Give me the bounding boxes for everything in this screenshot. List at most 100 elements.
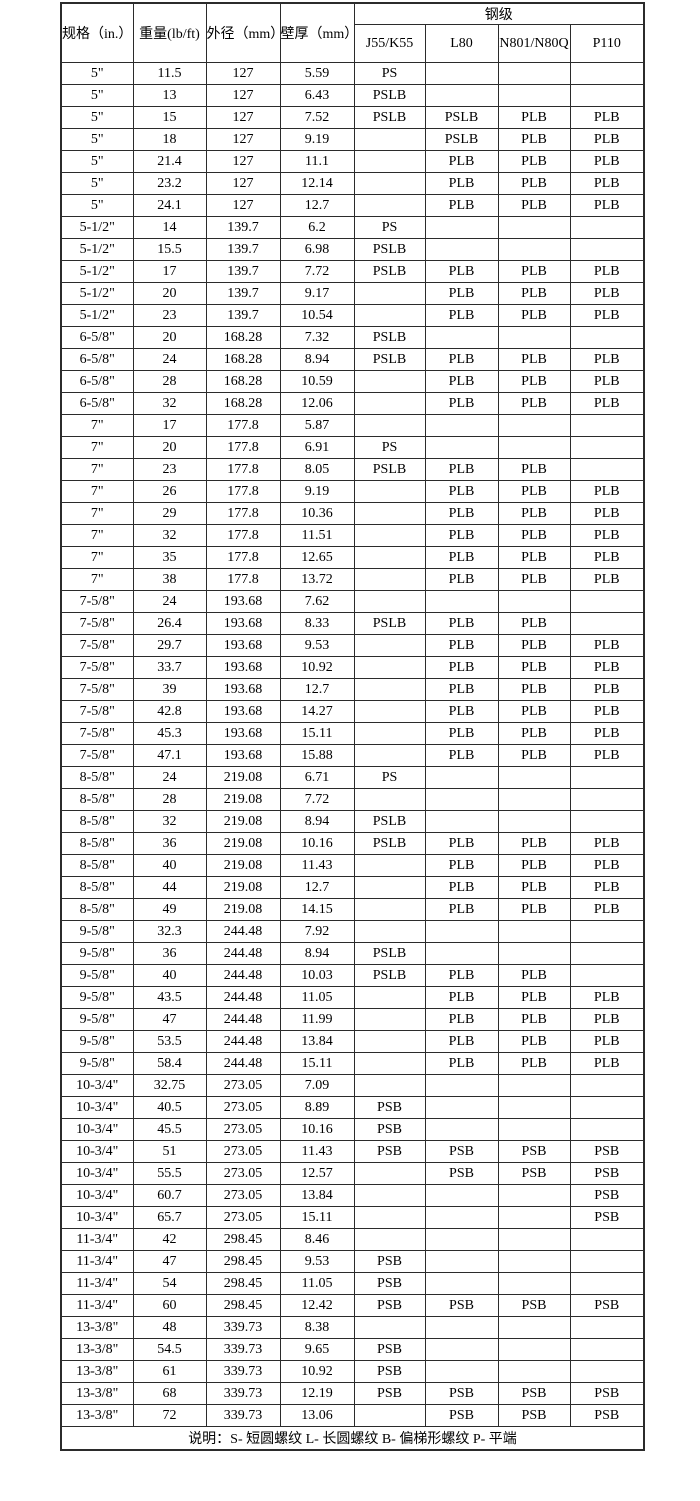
cell-spec: 7-5/8": [60, 722, 134, 745]
cell-wall: 12.7: [279, 678, 355, 701]
table-row: 7" 20 177.8 6.91 PS: [60, 436, 645, 459]
cell-grade-l80: PLB: [424, 370, 499, 393]
cell-grade-l80: PSB: [424, 1382, 499, 1405]
cell-weight: 15.5: [132, 238, 207, 261]
cell-grade-n80: PLB: [497, 370, 571, 393]
cell-wall: 15.11: [279, 1206, 355, 1229]
cell-grade-p110: PLB: [569, 106, 645, 129]
table-row: 5-1/2" 23 139.7 10.54 PLB PLB PLB: [60, 304, 645, 327]
cell-grade-j55k55: [353, 524, 426, 547]
cell-weight: 24: [132, 766, 207, 789]
cell-weight: 72: [132, 1404, 207, 1427]
cell-spec: 11-3/4": [60, 1294, 134, 1317]
table-row: 7-5/8" 33.7 193.68 10.92 PLB PLB PLB: [60, 656, 645, 679]
cell-grade-n80: PLB: [497, 106, 571, 129]
table-row: 7-5/8" 42.8 193.68 14.27 PLB PLB PLB: [60, 700, 645, 723]
cell-weight: 61: [132, 1360, 207, 1383]
cell-grade-n80: PLB: [497, 722, 571, 745]
cell-grade-n80: PLB: [497, 986, 571, 1009]
table-row: 6-5/8" 20 168.28 7.32 PSLB: [60, 326, 645, 349]
cell-grade-n80: [497, 62, 571, 85]
cell-grade-l80: PSLB: [424, 128, 499, 151]
cell-grade-p110: PSB: [569, 1382, 645, 1405]
cell-od: 177.8: [205, 568, 281, 591]
cell-weight: 58.4: [132, 1052, 207, 1075]
cell-grade-p110: [569, 612, 645, 635]
cell-grade-n80: PSB: [497, 1140, 571, 1163]
cell-grade-j55k55: [353, 854, 426, 877]
cell-spec: 10-3/4": [60, 1184, 134, 1207]
cell-grade-l80: PLB: [424, 1052, 499, 1075]
cell-weight: 68: [132, 1382, 207, 1405]
cell-weight: 40: [132, 854, 207, 877]
cell-weight: 49: [132, 898, 207, 921]
cell-spec: 7-5/8": [60, 744, 134, 767]
cell-wall: 6.2: [279, 216, 355, 239]
table-row: 10-3/4" 51 273.05 11.43 PSB PSB PSB PSB: [60, 1140, 645, 1163]
cell-grade-p110: [569, 810, 645, 833]
cell-wall: 9.19: [279, 128, 355, 151]
cell-weight: 47: [132, 1250, 207, 1273]
cell-spec: 10-3/4": [60, 1096, 134, 1119]
footer-row: 说明：S- 短圆螺纹 L- 长圆螺纹 B- 偏梯形螺纹 P- 平端: [60, 1426, 645, 1451]
table-row: 5" 11.5 127 5.59 PS: [60, 62, 645, 85]
cell-wall: 6.71: [279, 766, 355, 789]
cell-grade-p110: PSB: [569, 1404, 645, 1427]
cell-weight: 42.8: [132, 700, 207, 723]
cell-grade-j55k55: [353, 1316, 426, 1339]
cell-grade-p110: [569, 1074, 645, 1097]
cell-spec: 8-5/8": [60, 876, 134, 899]
table-row: 5-1/2" 17 139.7 7.72 PSLB PLB PLB PLB: [60, 260, 645, 283]
cell-weight: 36: [132, 832, 207, 855]
cell-weight: 23: [132, 458, 207, 481]
table-row: 7-5/8" 24 193.68 7.62: [60, 590, 645, 613]
cell-grade-l80: PSB: [424, 1294, 499, 1317]
cell-spec: 10-3/4": [60, 1140, 134, 1163]
cell-grade-n80: PLB: [497, 964, 571, 987]
cell-spec: 6-5/8": [60, 326, 134, 349]
cell-grade-n80: PSB: [497, 1294, 571, 1317]
cell-grade-n80: [497, 942, 571, 965]
cell-grade-n80: [497, 1316, 571, 1339]
cell-grade-j55k55: [353, 876, 426, 899]
cell-grade-p110: PLB: [569, 128, 645, 151]
cell-grade-p110: [569, 1096, 645, 1119]
table-row: 5" 15 127 7.52 PSLB PSLB PLB PLB: [60, 106, 645, 129]
cell-spec: 7": [60, 546, 134, 569]
cell-grade-j55k55: [353, 1052, 426, 1075]
cell-wall: 7.72: [279, 260, 355, 283]
cell-spec: 10-3/4": [60, 1162, 134, 1185]
cell-grade-l80: [424, 1272, 499, 1295]
cell-grade-j55k55: PSB: [353, 1382, 426, 1405]
cell-grade-l80: PLB: [424, 304, 499, 327]
cell-weight: 32: [132, 524, 207, 547]
cell-wall: 9.65: [279, 1338, 355, 1361]
cell-grade-n80: [497, 414, 571, 437]
cell-grade-l80: PSB: [424, 1140, 499, 1163]
cell-grade-n80: [497, 1184, 571, 1207]
cell-grade-n80: [497, 1338, 571, 1361]
cell-grade-p110: [569, 1272, 645, 1295]
cell-od: 219.08: [205, 810, 281, 833]
cell-grade-p110: PSB: [569, 1206, 645, 1229]
cell-grade-p110: PLB: [569, 634, 645, 657]
cell-spec: 5-1/2": [60, 260, 134, 283]
cell-grade-p110: PLB: [569, 260, 645, 283]
cell-wall: 9.19: [279, 480, 355, 503]
cell-od: 298.45: [205, 1294, 281, 1317]
table-row: 7" 35 177.8 12.65 PLB PLB PLB: [60, 546, 645, 569]
cell-grade-l80: [424, 810, 499, 833]
cell-weight: 24: [132, 348, 207, 371]
cell-spec: 5": [60, 84, 134, 107]
cell-grade-l80: PLB: [424, 656, 499, 679]
cell-wall: 12.57: [279, 1162, 355, 1185]
cell-grade-l80: [424, 1338, 499, 1361]
cell-grade-p110: PLB: [569, 700, 645, 723]
table-row: 5" 13 127 6.43 PSLB: [60, 84, 645, 107]
cell-weight: 15: [132, 106, 207, 129]
cell-spec: 5": [60, 128, 134, 151]
cell-grade-j55k55: [353, 1206, 426, 1229]
cell-grade-j55k55: PS: [353, 216, 426, 239]
cell-wall: 11.99: [279, 1008, 355, 1031]
